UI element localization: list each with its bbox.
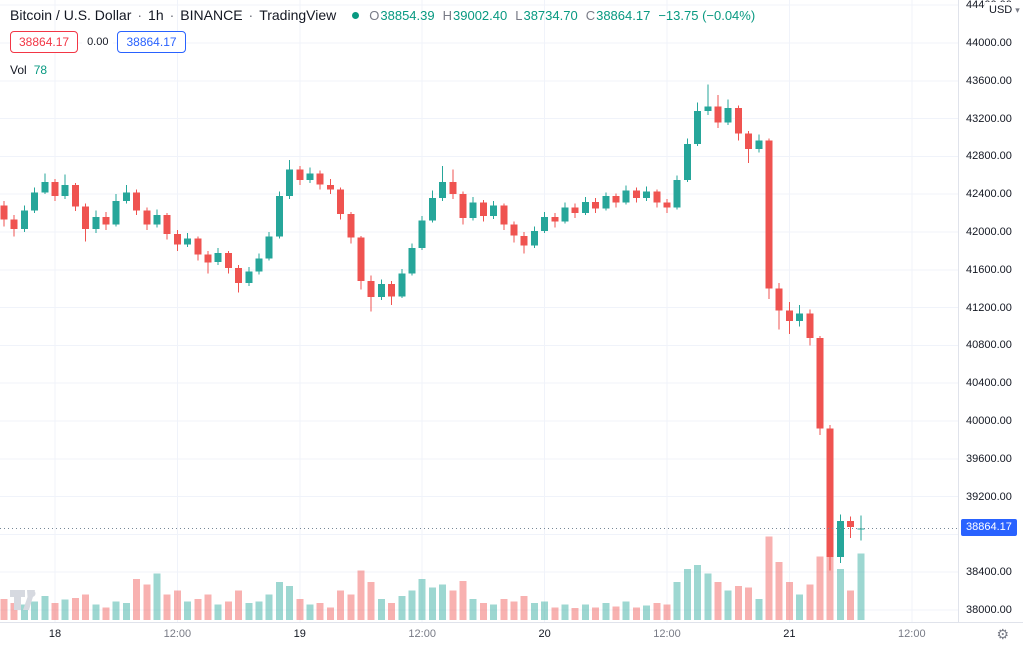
ohlc-close: C38864.17 [585,7,651,23]
price-change: −13.75 (−0.04%) [658,7,756,23]
tradingview-logo-icon [10,590,36,610]
price-tick-label: 39600.00 [966,452,1012,465]
chart-legend: Bitcoin / U.S. Dollar · 1h · BINANCE · T… [10,7,755,23]
price-tick-label: 42000.00 [966,226,1012,238]
time-tick-label: 19 [293,628,306,640]
ohlc-readout: O38854.39 H39002.40 L38734.70 C38864.17 [369,8,650,23]
last-price-badge: 38864.17 [961,519,1017,537]
time-tick-label: 21 [783,628,796,640]
price-axis[interactable]: 38864.17 38000.00 38400.00 39200.00 39600.0… [958,0,1023,622]
ohlc-open: O38854.39 [369,7,435,23]
volume-value: 78 [33,63,48,77]
price-tick-label: 39200.00 [966,490,1012,503]
time-tick-label: 12:00 [653,628,681,640]
time-tick-label: 20 [538,628,551,640]
price-tick-label: 44000.00 [966,37,1012,49]
price-tick-label: 40000.00 [966,415,1012,427]
time-tick-label: 12:00 [898,628,926,640]
market-status-dot [352,11,360,19]
sell-button[interactable]: 38864.17 [10,31,79,53]
time-axis[interactable]: 18 12:00 19 12:00 20 12:00 21 12:00 [0,622,1023,646]
chevron-down-icon: ▾ [1015,4,1020,15]
spread-value: 0.00 [82,33,114,51]
time-tick-label: 12:00 [408,628,436,640]
candlestick-chart[interactable] [0,0,958,622]
symbol-title[interactable]: Bitcoin / U.S. Dollar [10,7,132,23]
price-tick-label: 40400.00 [966,377,1012,390]
price-tick-label: 43600.00 [966,74,1012,87]
price-tick-label: 38400.00 [966,566,1012,579]
time-tick-label: 12:00 [163,628,192,640]
price-tick-label: 41200.00 [966,301,1012,314]
separator: · [248,7,254,23]
buy-button[interactable]: 38864.17 [117,31,186,53]
price-tick-label: 38000.00 [966,604,1012,616]
ohlc-low: L38734.70 [515,7,578,23]
price-tick-label: 42800.00 [966,150,1012,163]
provider-label[interactable]: TradingView [259,7,337,23]
trade-widget: 38864.17 0.00 38864.17 [10,31,186,53]
currency-toggle-button[interactable]: USD ▾ [985,2,1023,18]
interval-label[interactable]: 1h [148,7,164,23]
price-tick-label: 40800.00 [966,339,1012,352]
price-tick-label: 43200.00 [966,112,1012,125]
currency-label: USD [989,4,1013,16]
volume-label[interactable]: Vol [10,63,27,77]
separator: · [137,7,143,23]
price-tick-label: 42400.00 [966,188,1012,201]
exchange-label: BINANCE [180,7,243,23]
settings-gear-icon[interactable]: ⚙ [996,626,1009,642]
volume-indicator-legend: Vol 78 [10,63,47,77]
ohlc-high: H39002.40 [442,7,508,23]
tradingview-logo[interactable] [8,585,42,620]
separator: · [169,7,175,23]
time-tick-label: 18 [48,628,62,640]
price-tick-label: 41600.00 [966,263,1012,276]
